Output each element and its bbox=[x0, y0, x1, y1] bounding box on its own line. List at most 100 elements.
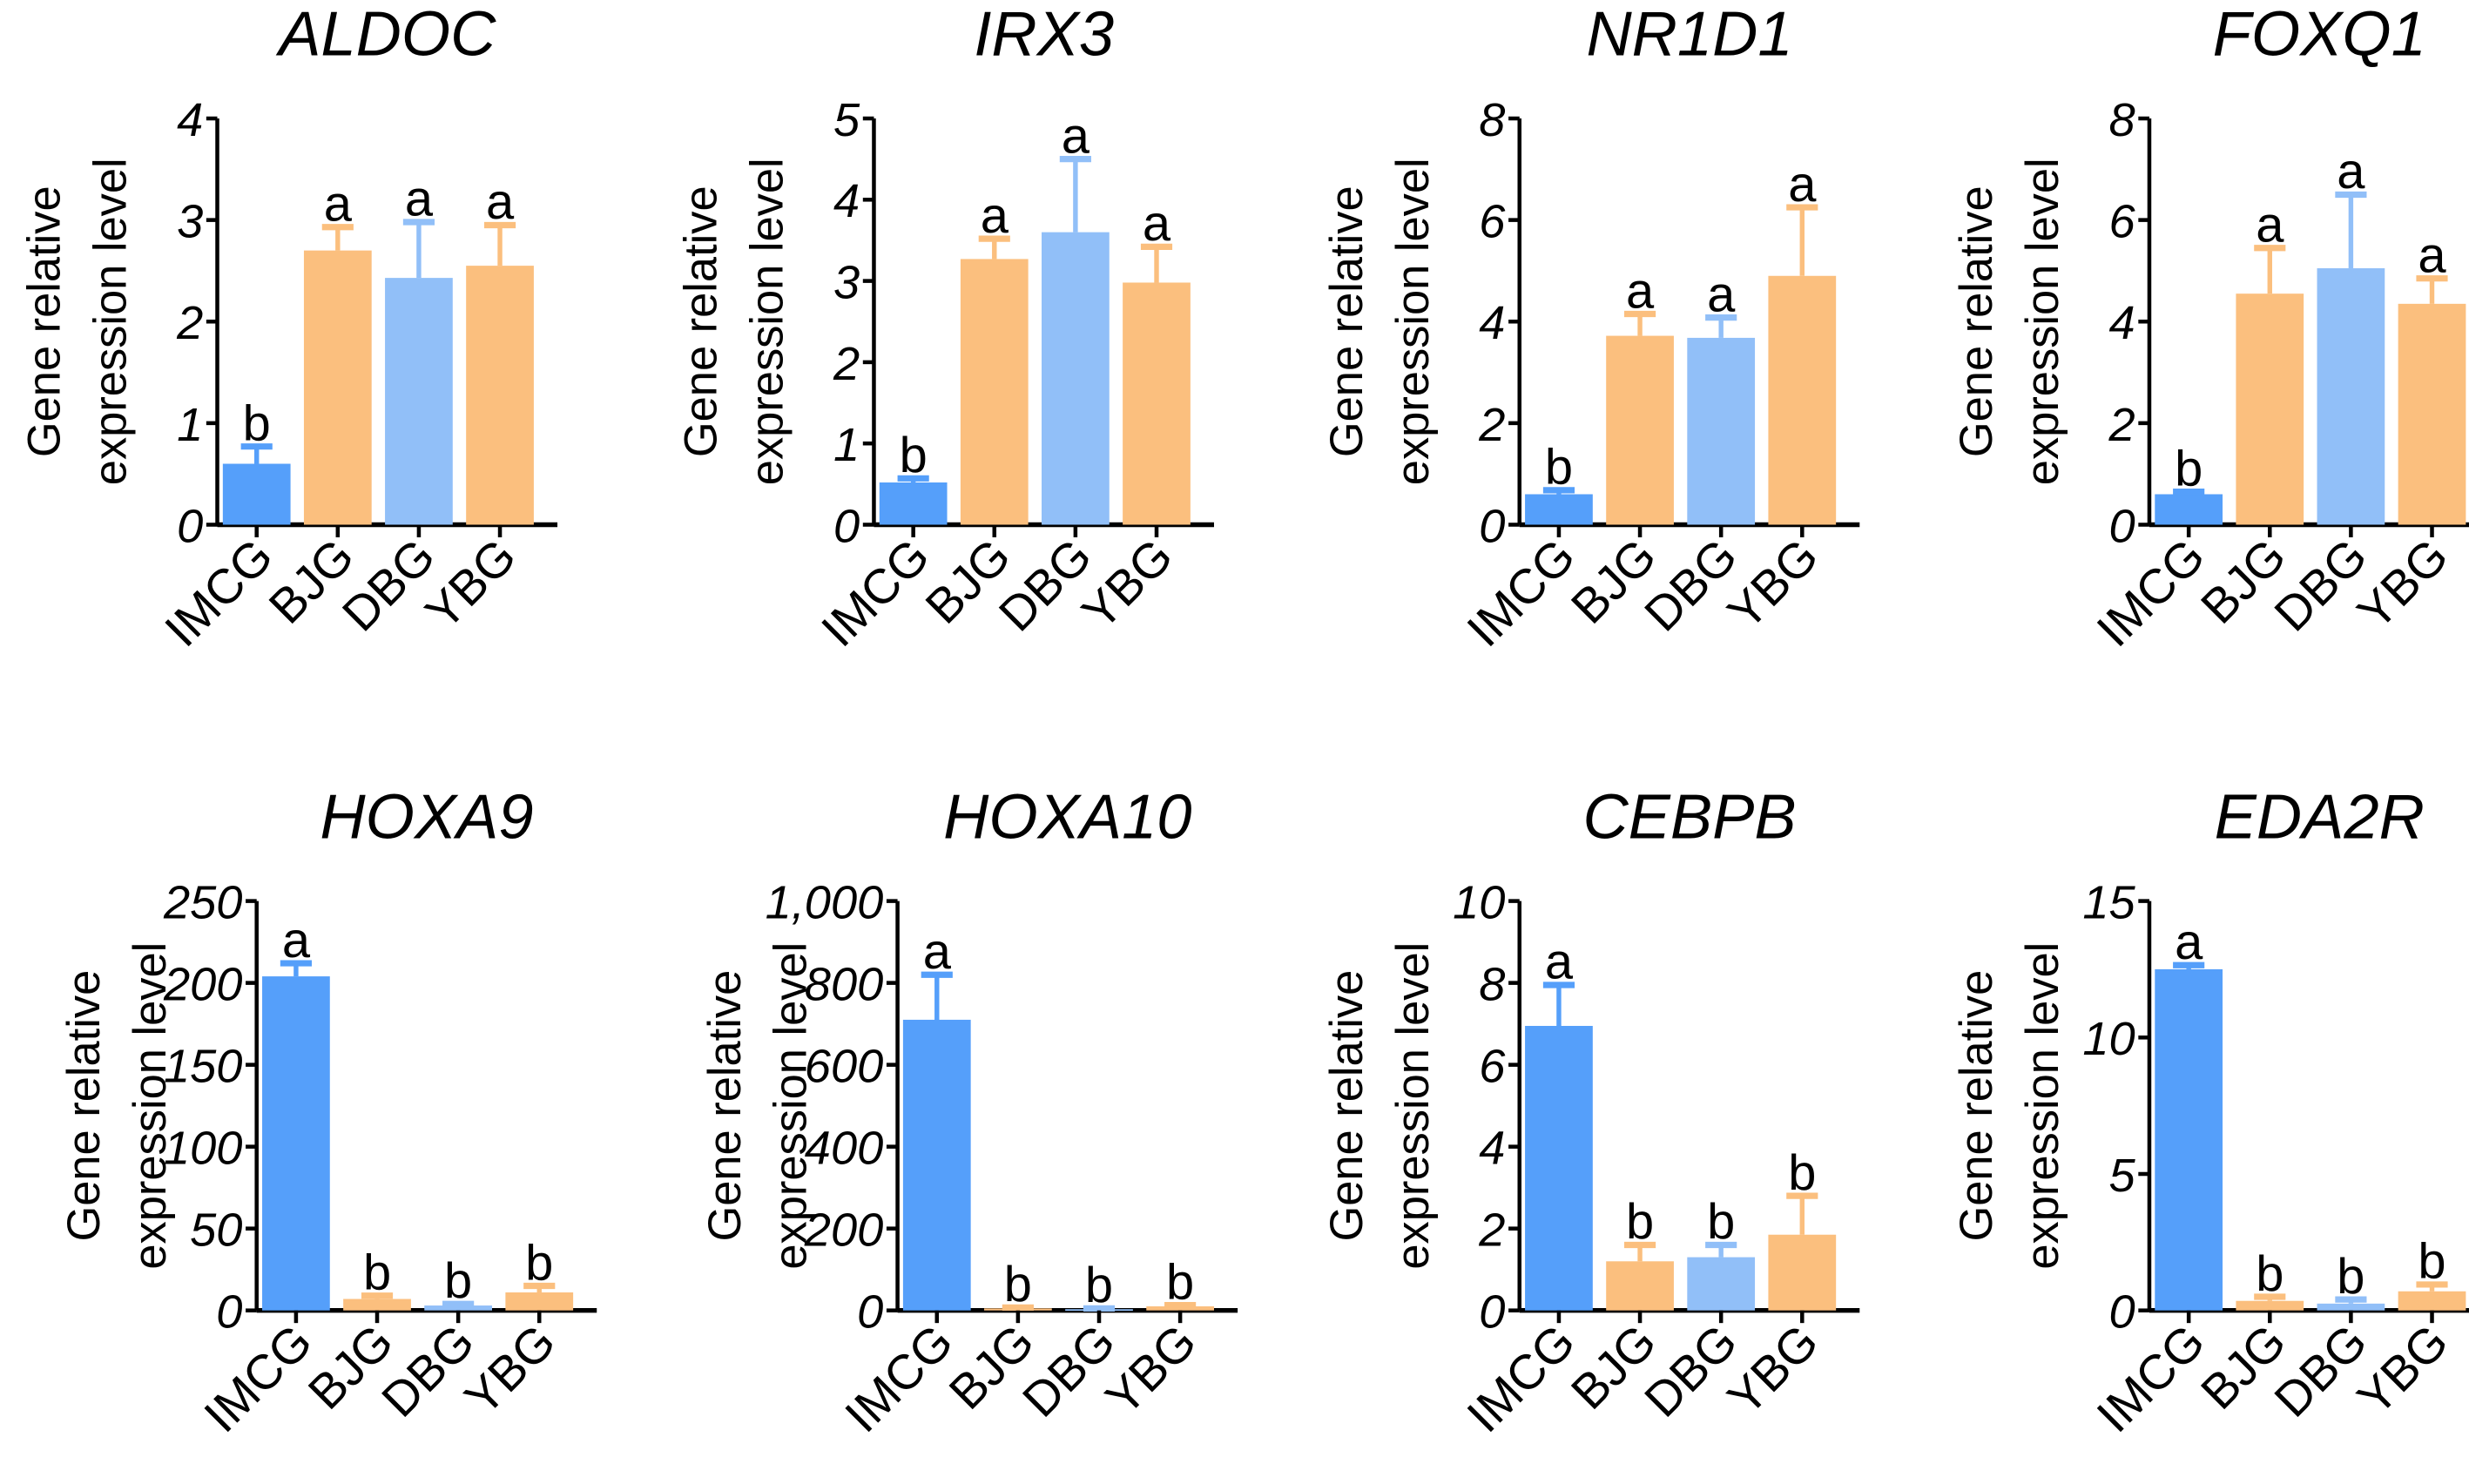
y-tick-label: 4 bbox=[2109, 297, 2135, 349]
x-tick-label: YBG bbox=[1717, 528, 1828, 639]
y-tick-label: 200 bbox=[163, 959, 243, 1011]
bar-ybg bbox=[505, 1292, 574, 1311]
bar-dbg bbox=[385, 278, 453, 525]
panel-eda2r: EDA2R Gene relative expression level 0 5 10 15… bbox=[1952, 782, 2469, 1442]
significance-letter: a bbox=[1062, 108, 1090, 164]
y-axis-label-line2: expression level bbox=[766, 942, 817, 1270]
y-axis-label-line1: Gene relative bbox=[1952, 186, 2002, 457]
significance-letter: a bbox=[405, 172, 434, 227]
y-tick-label: 400 bbox=[805, 1123, 884, 1175]
y-axis-label-line1: Gene relative bbox=[59, 970, 110, 1242]
y-tick-label: 0 bbox=[2109, 1286, 2135, 1339]
y-axis-label-line2: expression level bbox=[1388, 942, 1439, 1270]
bar-imcg bbox=[1525, 494, 1593, 525]
bar-ybg bbox=[1123, 282, 1191, 525]
bar-dbg bbox=[424, 1305, 493, 1311]
significance-letter: b bbox=[2337, 1249, 2364, 1305]
y-axis-label-line1: Gene relative bbox=[20, 186, 71, 457]
significance-letter: a bbox=[2175, 914, 2203, 970]
significance-letter: b bbox=[1788, 1145, 1816, 1201]
x-tick-label: YBG bbox=[415, 528, 526, 639]
y-tick-label: 250 bbox=[163, 877, 243, 929]
x-tick-label: DBG bbox=[371, 1313, 484, 1427]
panel-title: ALDOC bbox=[275, 0, 496, 70]
y-tick-label: 600 bbox=[805, 1041, 884, 1093]
y-axis-label-line1: Gene relative bbox=[677, 186, 727, 457]
y-tick-label: 800 bbox=[805, 959, 884, 1011]
y-tick-label: 1 bbox=[177, 399, 203, 451]
y-tick-label: 4 bbox=[1479, 297, 1505, 349]
y-axis-label-line2: expression level bbox=[1388, 158, 1439, 485]
y-tick-label: 150 bbox=[164, 1041, 243, 1093]
y-tick-label: 0 bbox=[1479, 500, 1505, 552]
y-tick-label: 4 bbox=[177, 94, 203, 146]
panel-title: CEBPB bbox=[1582, 782, 1796, 852]
x-tick-label: YBG bbox=[1717, 1313, 1828, 1425]
y-tick-label: 2 bbox=[1478, 1204, 1505, 1257]
bar-ybg bbox=[2398, 303, 2466, 525]
significance-letter: b bbox=[1166, 1254, 1194, 1310]
y-tick-label: 8 bbox=[2109, 94, 2135, 146]
significance-letter: b bbox=[1004, 1257, 1032, 1312]
y-tick-label: 4 bbox=[833, 175, 860, 227]
significance-letter: b bbox=[444, 1253, 472, 1309]
panel-irx3: IRX3 Gene relative expression level 0 1 2 3 4 5 b… bbox=[677, 0, 1214, 657]
panel-title: HOXA9 bbox=[320, 782, 533, 852]
bar-bjg bbox=[2236, 1300, 2304, 1311]
significance-letter: b bbox=[2175, 441, 2203, 496]
y-axis-label-line1: Gene relative bbox=[1322, 970, 1373, 1242]
y-axis-label-line2: expression level bbox=[125, 942, 176, 1270]
panel-nr1d1: NR1D1 Gene relative expression level 0 2 4 6 8 b… bbox=[1322, 0, 1860, 657]
significance-letter: b bbox=[1707, 1194, 1735, 1250]
bar-imcg bbox=[222, 463, 291, 525]
bar-imcg bbox=[902, 1019, 971, 1311]
significance-letter: a bbox=[1143, 196, 1171, 252]
bar-imcg bbox=[2155, 494, 2223, 525]
y-tick-label: 2 bbox=[2108, 399, 2135, 451]
y-axis-label-line1: Gene relative bbox=[1952, 970, 2002, 1242]
significance-letter: b bbox=[900, 428, 928, 483]
panel-cebpb: CEBPB Gene relative expression level 0 2 4 6 8 1… bbox=[1322, 782, 1860, 1442]
significance-letter: a bbox=[324, 177, 353, 233]
x-tick-label: DBG bbox=[2263, 528, 2377, 641]
bar-ybg bbox=[1768, 275, 1837, 525]
panel-hoxa10: HOXA10 Gene relative expression level 0 200 4… bbox=[700, 782, 1238, 1442]
panel-hoxa9: HOXA9 Gene relative expression level 0 50 100… bbox=[59, 782, 597, 1442]
y-tick-label: 3 bbox=[833, 256, 860, 308]
bar-dbg bbox=[1042, 232, 1110, 525]
y-axis-label-line2: expression level bbox=[2018, 158, 2068, 485]
significance-letter: a bbox=[1545, 934, 1574, 990]
bar-imcg bbox=[262, 976, 330, 1311]
x-tick-label: YBG bbox=[1095, 1313, 1206, 1425]
y-tick-label: 8 bbox=[1479, 94, 1505, 146]
significance-letter: a bbox=[282, 913, 311, 968]
bar-dbg bbox=[1687, 337, 1756, 525]
y-tick-label: 2 bbox=[176, 297, 203, 349]
y-tick-label: 0 bbox=[1479, 1286, 1505, 1339]
bar-imcg bbox=[1525, 1025, 1593, 1311]
significance-letter: b bbox=[525, 1235, 553, 1291]
panel-title: FOXQ1 bbox=[2213, 0, 2426, 70]
y-tick-label: 6 bbox=[2109, 196, 2136, 248]
panel-title: IRX3 bbox=[974, 0, 1114, 70]
significance-letter: a bbox=[1788, 157, 1817, 212]
x-tick-label: YBG bbox=[1071, 528, 1183, 639]
significance-letter: a bbox=[981, 188, 1009, 244]
significance-letter: a bbox=[2418, 227, 2446, 283]
y-tick-label: 2 bbox=[1478, 399, 1505, 451]
x-tick-label: YBG bbox=[2346, 528, 2458, 639]
significance-letter: a bbox=[486, 174, 515, 230]
x-tick-label: DBG bbox=[988, 528, 1102, 641]
y-tick-label: 0 bbox=[177, 500, 203, 552]
significance-letter: a bbox=[2256, 197, 2284, 253]
y-tick-label: 0 bbox=[216, 1286, 242, 1339]
significance-letter: a bbox=[2337, 144, 2365, 199]
significance-letter: b bbox=[363, 1245, 391, 1301]
significance-letter: a bbox=[923, 924, 952, 980]
significance-letter: b bbox=[2256, 1246, 2283, 1302]
significance-letter: b bbox=[2418, 1234, 2445, 1290]
bar-ybg bbox=[2398, 1291, 2466, 1311]
y-axis-label-line2: expression level bbox=[2018, 942, 2068, 1270]
x-tick-label: DBG bbox=[2263, 1313, 2377, 1427]
bar-bjg bbox=[1606, 1261, 1674, 1311]
